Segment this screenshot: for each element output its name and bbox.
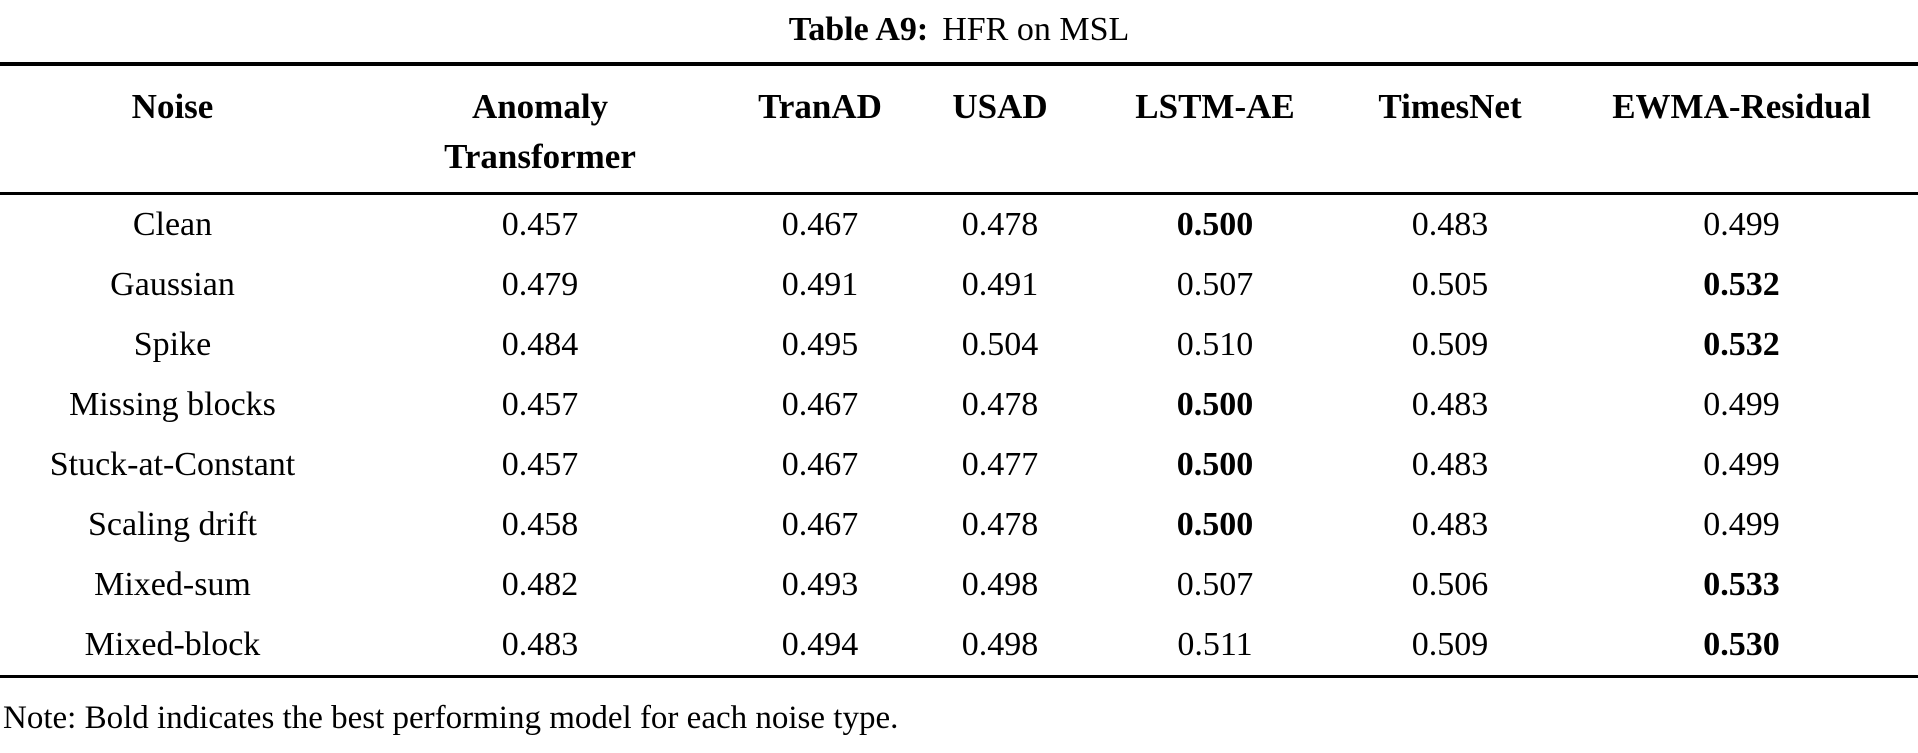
col-header-ewma-residual: EWMA-Residual [1565,64,1918,194]
value-cell: 0.500 [1176,506,1254,543]
col-header-noise: Noise [0,64,345,194]
value-cell: 0.499 [1703,446,1780,483]
table-row: Mixed-sum 0.482 0.493 0.498 0.507 0.506 0.533 [0,555,1918,615]
value-cell: 0.509 [1411,326,1489,363]
value-cell: 0.467 [781,446,859,483]
col-header-lstm-ae-label: LSTM-AE [1135,87,1295,126]
value-cell: 0.505 [1411,266,1489,303]
value-cell: 0.500 [1176,206,1254,243]
value-cell: 0.478 [961,206,1039,243]
table-row: Spike 0.484 0.495 0.504 0.510 0.509 0.532 [0,315,1918,375]
value-cell: 0.504 [961,326,1039,363]
value-cell: 0.467 [781,206,859,243]
table-title-text: HFR on MSL [942,11,1130,48]
col-header-tranad-label: TranAD [758,87,882,126]
value-cell: 0.507 [1176,266,1254,303]
value-cell: 0.478 [961,506,1039,543]
value-cell: 0.532 [1703,266,1780,303]
value-cell: 0.494 [781,626,859,663]
table-row: Mixed-block 0.483 0.494 0.498 0.511 0.509 0.53… [0,615,1918,677]
col-header-usad-label: USAD [952,87,1048,126]
value-cell: 0.498 [961,566,1039,603]
col-header-tranad: TranAD [735,64,905,194]
value-cell: 0.482 [501,566,579,603]
value-cell: 0.530 [1703,626,1780,663]
value-cell: 0.457 [501,386,579,423]
table-header: Noise Anomaly Transformer TranAD USAD LS… [0,64,1918,194]
value-cell: 0.491 [781,266,859,303]
table-row: Stuck-at-Constant 0.457 0.467 0.477 0.500 0.4… [0,435,1918,495]
value-cell: 0.478 [961,386,1039,423]
noise-cell: Spike [133,326,212,363]
results-table: Noise Anomaly Transformer TranAD USAD LS… [0,62,1918,678]
value-cell: 0.499 [1703,206,1780,243]
value-cell: 0.499 [1703,386,1780,423]
value-cell: 0.506 [1411,566,1489,603]
value-cell: 0.500 [1176,386,1254,423]
noise-cell: Stuck-at-Constant [49,446,296,483]
col-header-lstm-ae: LSTM-AE [1095,64,1335,194]
table-row: Clean 0.457 0.467 0.478 0.500 0.483 0.499 [0,194,1918,256]
table-note: Note: Bold indicates the best performing… [3,700,899,736]
value-cell: 0.507 [1176,566,1254,603]
value-cell: 0.458 [501,506,579,543]
value-cell: 0.484 [501,326,579,363]
value-cell: 0.483 [1411,506,1489,543]
value-cell: 0.509 [1411,626,1489,663]
value-cell: 0.511 [1177,626,1253,663]
col-header-usad: USAD [905,64,1095,194]
value-cell: 0.479 [501,266,579,303]
value-cell: 0.493 [781,566,859,603]
table-row: Missing blocks 0.457 0.467 0.478 0.500 0.483 0… [0,375,1918,435]
value-cell: 0.533 [1703,566,1780,603]
value-cell: 0.467 [781,386,859,423]
col-header-noise-label: Noise [131,87,214,126]
value-cell: 0.457 [501,446,579,483]
value-cell: 0.499 [1703,506,1780,543]
noise-cell: Mixed-sum [94,566,251,603]
value-cell: 0.483 [1411,446,1489,483]
table-title: Table A9: HFR on MSL [0,0,1918,62]
noise-cell: Clean [132,206,213,243]
value-cell: 0.477 [961,446,1039,483]
col-header-timesnet: TimesNet [1335,64,1565,194]
value-cell: 0.467 [781,506,859,543]
table-row: Scaling drift 0.458 0.467 0.478 0.500 0.483 0.… [0,495,1918,555]
value-cell: 0.483 [501,626,579,663]
value-cell: 0.510 [1176,326,1254,363]
value-cell: 0.457 [501,206,579,243]
value-cell: 0.498 [961,626,1039,663]
col-header-timesnet-label: TimesNet [1378,87,1522,126]
noise-cell: Gaussian [110,266,235,303]
value-cell: 0.483 [1411,206,1489,243]
value-cell: 0.500 [1176,446,1254,483]
table-row: Gaussian 0.479 0.491 0.491 0.507 0.505 0.532 [0,255,1918,315]
col-header-anomaly-transformer-label: Anomaly Transformer [444,87,636,176]
table-title-label: Table A9: [788,11,929,48]
header-row: Noise Anomaly Transformer TranAD USAD LS… [0,64,1918,194]
col-header-anomaly-transformer: Anomaly Transformer [345,64,735,194]
value-cell: 0.532 [1703,326,1780,363]
noise-cell: Scaling drift [87,506,258,543]
table-body: Clean 0.457 0.467 0.478 0.500 0.483 0.499 Gauss… [0,194,1918,677]
value-cell: 0.483 [1411,386,1489,423]
noise-cell: Missing blocks [69,386,276,423]
value-cell: 0.491 [961,266,1039,303]
col-header-ewma-residual-label: EWMA-Residual [1612,87,1871,126]
value-cell: 0.495 [781,326,859,363]
noise-cell: Mixed-block [84,626,261,663]
